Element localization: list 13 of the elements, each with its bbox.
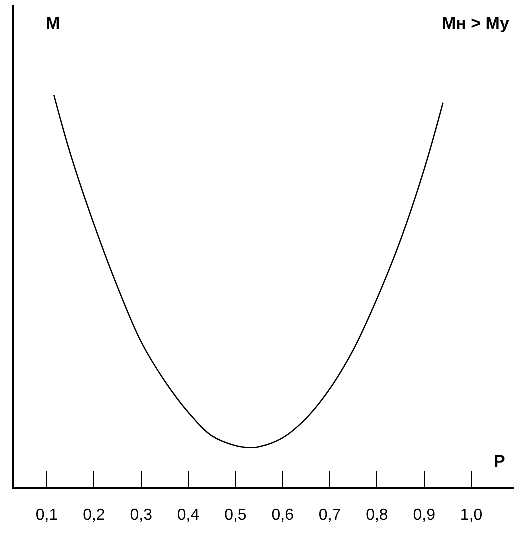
x-tick-label: 0,1 <box>36 506 58 524</box>
x-tick-label: 0,7 <box>318 506 342 524</box>
x-tick-label: 0,8 <box>366 506 388 524</box>
y-axis-title: M <box>46 14 60 33</box>
text: Mн > Mу <box>442 14 510 33</box>
x-tick-label: 1,0 <box>460 506 483 524</box>
x-axis-title: P <box>494 452 506 471</box>
x-tick-label: 0,5 <box>224 506 247 524</box>
x-tick-label: 0,3 <box>130 506 153 524</box>
x-tick-label: 0,6 <box>272 506 294 524</box>
x-tick-label: 0,9 <box>413 506 436 524</box>
x-tick-label: 0,4 <box>177 506 200 524</box>
x-tick-label: 0,2 <box>83 506 106 524</box>
